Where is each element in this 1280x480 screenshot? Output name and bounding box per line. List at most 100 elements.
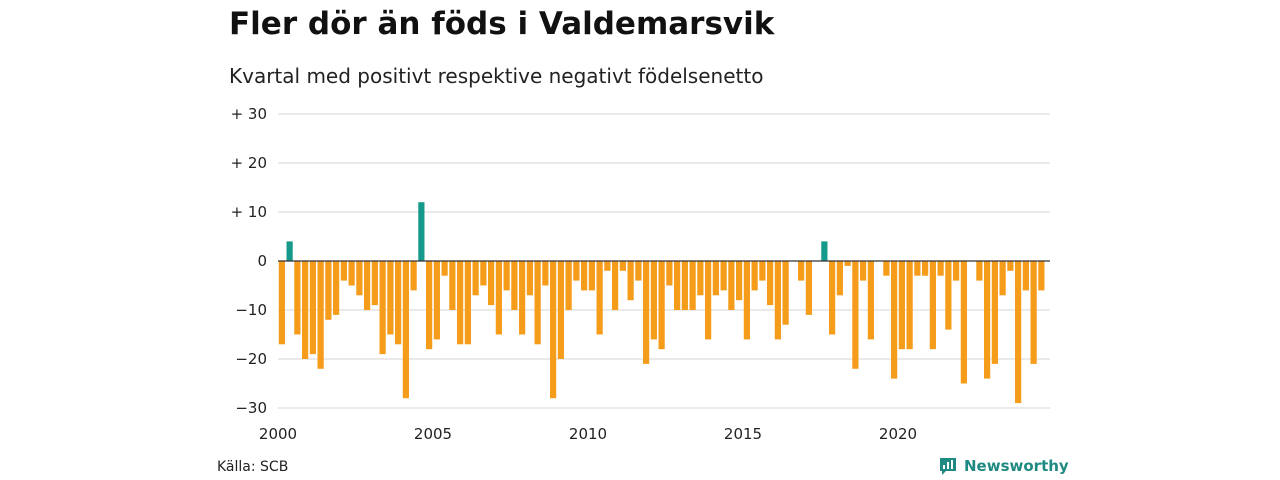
bar-negative xyxy=(472,261,479,296)
bar-negative xyxy=(728,261,735,310)
x-tick-label: 2015 xyxy=(724,425,762,443)
brand-logo[interactable]: Newsworthy xyxy=(938,456,1069,476)
bar-negative xyxy=(852,261,859,369)
y-tick-label: −20 xyxy=(235,350,267,368)
bar-negative xyxy=(426,261,433,350)
x-tick-label: 2005 xyxy=(414,425,452,443)
bar-negative xyxy=(674,261,681,310)
bar-negative xyxy=(356,261,363,296)
bar-negative xyxy=(953,261,960,281)
x-tick-label: 2010 xyxy=(569,425,607,443)
bar-negative xyxy=(922,261,929,276)
bar-negative xyxy=(635,261,642,281)
y-tick-label: + 30 xyxy=(231,105,267,123)
bar-negative xyxy=(906,261,913,350)
bar-negative xyxy=(511,261,518,310)
bar-negative xyxy=(573,261,580,281)
bar-negative xyxy=(689,261,696,310)
bar-negative xyxy=(565,261,572,310)
bar-negative xyxy=(643,261,650,364)
bar-negative xyxy=(1015,261,1022,404)
bar-negative xyxy=(627,261,634,301)
bar-negative xyxy=(705,261,712,340)
bar-negative xyxy=(1022,261,1029,291)
bar-negative xyxy=(844,261,851,266)
source-note: Källa: SCB xyxy=(217,459,289,475)
bar-negative xyxy=(604,261,611,271)
bar-negative xyxy=(759,261,766,281)
bar-negative xyxy=(984,261,991,379)
bar-negative xyxy=(519,261,526,335)
y-tick-label: + 20 xyxy=(231,154,267,172)
bar-negative xyxy=(410,261,417,291)
bar-negative xyxy=(503,261,510,291)
chart-subtitle: Kvartal med positivt respektive negativt… xyxy=(229,64,764,88)
y-tick-label: + 10 xyxy=(231,203,267,221)
bar-negative xyxy=(650,261,657,340)
bar-negative xyxy=(464,261,471,345)
bar-negative xyxy=(798,261,805,281)
bar-negative xyxy=(960,261,967,384)
bar-negative xyxy=(751,261,758,291)
bar-negative xyxy=(364,261,371,310)
bar-negative xyxy=(1030,261,1037,364)
bar-negative xyxy=(371,261,378,306)
bar-negative xyxy=(581,261,588,291)
y-tick-label: 0 xyxy=(257,252,267,270)
bar-negative xyxy=(387,261,394,335)
bar-negative xyxy=(836,261,843,296)
bar-negative xyxy=(867,261,874,340)
bar-negative xyxy=(340,261,347,281)
bar-negative xyxy=(333,261,340,315)
bar-negative xyxy=(619,261,626,271)
bar-negative xyxy=(457,261,464,345)
bar-negative xyxy=(937,261,944,276)
x-axis-ticks: 2000 2005 2010 2015 2020 xyxy=(259,425,917,443)
bar-negative xyxy=(526,261,533,296)
bar-negative xyxy=(883,261,890,276)
bar-negative xyxy=(999,261,1006,296)
bar-negative xyxy=(1038,261,1045,291)
bar-negative xyxy=(666,261,673,286)
bar-negative xyxy=(914,261,921,276)
bar-negative xyxy=(294,261,301,335)
bar-negative xyxy=(348,261,355,286)
bar-negative xyxy=(743,261,750,340)
bar-negative xyxy=(929,261,936,350)
bar-negative xyxy=(395,261,402,345)
bar-negative xyxy=(681,261,688,310)
bar-negative xyxy=(402,261,409,399)
bar-negative xyxy=(1007,261,1014,271)
bar-negative xyxy=(991,261,998,364)
chart-title: Fler dör än föds i Valdemarsvik xyxy=(229,6,775,42)
bar-negative xyxy=(588,261,595,291)
bar-negative xyxy=(736,261,743,301)
bar-negative xyxy=(805,261,812,315)
x-tick-label: 2000 xyxy=(259,425,297,443)
y-axis-ticks: + 30 + 20 + 10 0 −10 −20 −30 xyxy=(231,105,267,417)
y-tick-label: −10 xyxy=(235,301,267,319)
bar-negative xyxy=(612,261,619,310)
bar-positive xyxy=(286,241,293,261)
bar-negative xyxy=(278,261,285,345)
bar-negative xyxy=(774,261,781,340)
bar-negative xyxy=(309,261,316,355)
bar-negative xyxy=(945,261,952,330)
y-tick-label: −30 xyxy=(235,399,267,417)
bar-negative xyxy=(557,261,564,359)
bar-positive xyxy=(821,241,828,261)
bar-negative xyxy=(829,261,836,335)
bar-negative xyxy=(712,261,719,296)
bar-negative xyxy=(488,261,495,306)
bar-negative xyxy=(720,261,727,291)
bars xyxy=(278,202,1045,404)
bar-negative xyxy=(534,261,541,345)
bar-negative xyxy=(898,261,905,350)
x-tick-label: 2020 xyxy=(879,425,917,443)
bar-negative xyxy=(302,261,309,359)
bar-positive xyxy=(418,202,425,261)
bar-negative xyxy=(495,261,502,335)
bar-negative xyxy=(697,261,704,296)
bar-negative xyxy=(480,261,487,286)
